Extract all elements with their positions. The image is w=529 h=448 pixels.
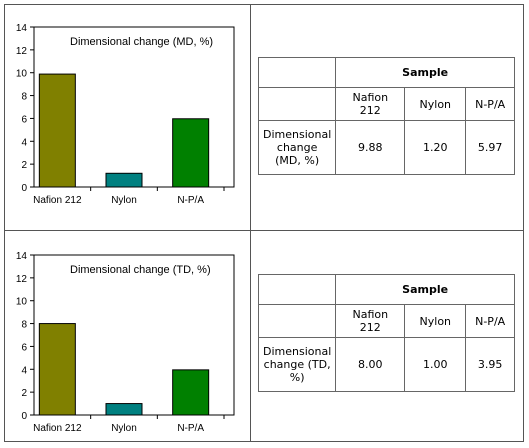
chart-td-bar-1 xyxy=(105,403,143,416)
table-td-col-2: N-P/A xyxy=(465,304,515,338)
chart-md-y-tick-label: 12 xyxy=(16,46,28,57)
table-md-col-0: Nafion 212 xyxy=(335,87,406,121)
chart-md-y-tick-label: 0 xyxy=(21,183,27,194)
chart-td-y-tick-label: 8 xyxy=(21,320,27,331)
chart-md: 0 2 4 6 8 10 12 14 Dimensional change (MD, %) Naf… xyxy=(10,23,240,214)
chart-md-svg: 0 2 4 6 8 10 12 14 Dimensional change (MD, %) Naf… xyxy=(16,23,235,206)
table-md-col-head xyxy=(257,87,337,121)
table-md-row-label: Dimensional change (MD, %) xyxy=(257,120,337,175)
chart-td-x-tick-label: Nafion 212 xyxy=(33,423,82,434)
chart-td-bar-0 xyxy=(38,323,76,416)
chart-md-bar-1 xyxy=(105,172,143,188)
table-md-cell-0: 9.88 xyxy=(335,120,406,175)
chart-td-y-tick-label: 0 xyxy=(21,411,27,422)
table-td-cell-2: 3.95 xyxy=(465,337,515,392)
table-md-col-2: N-P/A xyxy=(465,87,515,121)
table-md-cell-1: 1.20 xyxy=(404,120,467,175)
chart-md-y-tick-label: 10 xyxy=(16,69,28,80)
table-md-corner xyxy=(257,57,337,88)
divider-vertical xyxy=(250,5,251,441)
table-td-header: Sample xyxy=(335,274,515,305)
chart-td-svg: 0 2 4 6 8 10 12 14 Dimensional change (TD, %) Naf… xyxy=(16,251,235,434)
chart-td-y-tick-label: 4 xyxy=(21,365,27,376)
chart-td-y-tick-label: 6 xyxy=(21,342,27,353)
chart-td: 0 2 4 6 8 10 12 14 Dimensional change (TD, %) Naf… xyxy=(10,251,240,442)
table-md-cell-2: 5.97 xyxy=(465,120,515,175)
chart-td-x-tick-label: N-P/A xyxy=(177,423,204,434)
table-md-header: Sample xyxy=(335,57,515,88)
table-td-cell-0: 8.00 xyxy=(335,337,406,392)
chart-md-y-tick-label: 14 xyxy=(16,23,28,34)
table-td-col-1: Nylon xyxy=(404,304,467,338)
divider-horizontal xyxy=(5,230,523,231)
chart-td-bar-2 xyxy=(172,369,210,416)
chart-td-y-tick-label: 10 xyxy=(16,297,28,308)
table-td-col-0: Nafion 212 xyxy=(335,304,406,338)
chart-td-y-tick-label: 14 xyxy=(16,251,28,262)
table-td-corner xyxy=(257,274,337,305)
table-td-cell-1: 1.00 xyxy=(404,337,467,392)
chart-md-y-tick-label: 2 xyxy=(21,160,27,171)
table-td-col-head xyxy=(257,304,337,338)
chart-td-x-tick-label: Nylon xyxy=(111,423,137,434)
chart-md-y-tick-label: 8 xyxy=(21,92,27,103)
chart-md-x-tick-label: Nylon xyxy=(111,195,137,206)
chart-md-title: Dimensional change (MD, %) xyxy=(70,36,213,48)
chart-md-x-tick-label: N-P/A xyxy=(177,195,204,206)
table-md: Sample Nafion 212 Nylon N-P/A Dimensiona… xyxy=(257,57,515,175)
chart-md-bar-0 xyxy=(38,73,76,188)
chart-md-x-tick-label: Nafion 212 xyxy=(33,195,82,206)
chart-td-y-tick-label: 2 xyxy=(21,388,27,399)
table-td-row-label: Dimensional change (TD, %) xyxy=(257,337,337,392)
chart-md-bar-2 xyxy=(172,118,210,188)
chart-md-y-tick-label: 6 xyxy=(21,114,27,125)
chart-td-y-tick-label: 12 xyxy=(16,274,28,285)
figure-frame xyxy=(4,4,524,442)
table-td: Sample Nafion 212 Nylon N-P/A Dimensiona… xyxy=(257,274,515,392)
chart-td-title: Dimensional change (TD, %) xyxy=(70,264,211,276)
table-md-col-1: Nylon xyxy=(404,87,467,121)
chart-md-y-tick-label: 4 xyxy=(21,137,27,148)
